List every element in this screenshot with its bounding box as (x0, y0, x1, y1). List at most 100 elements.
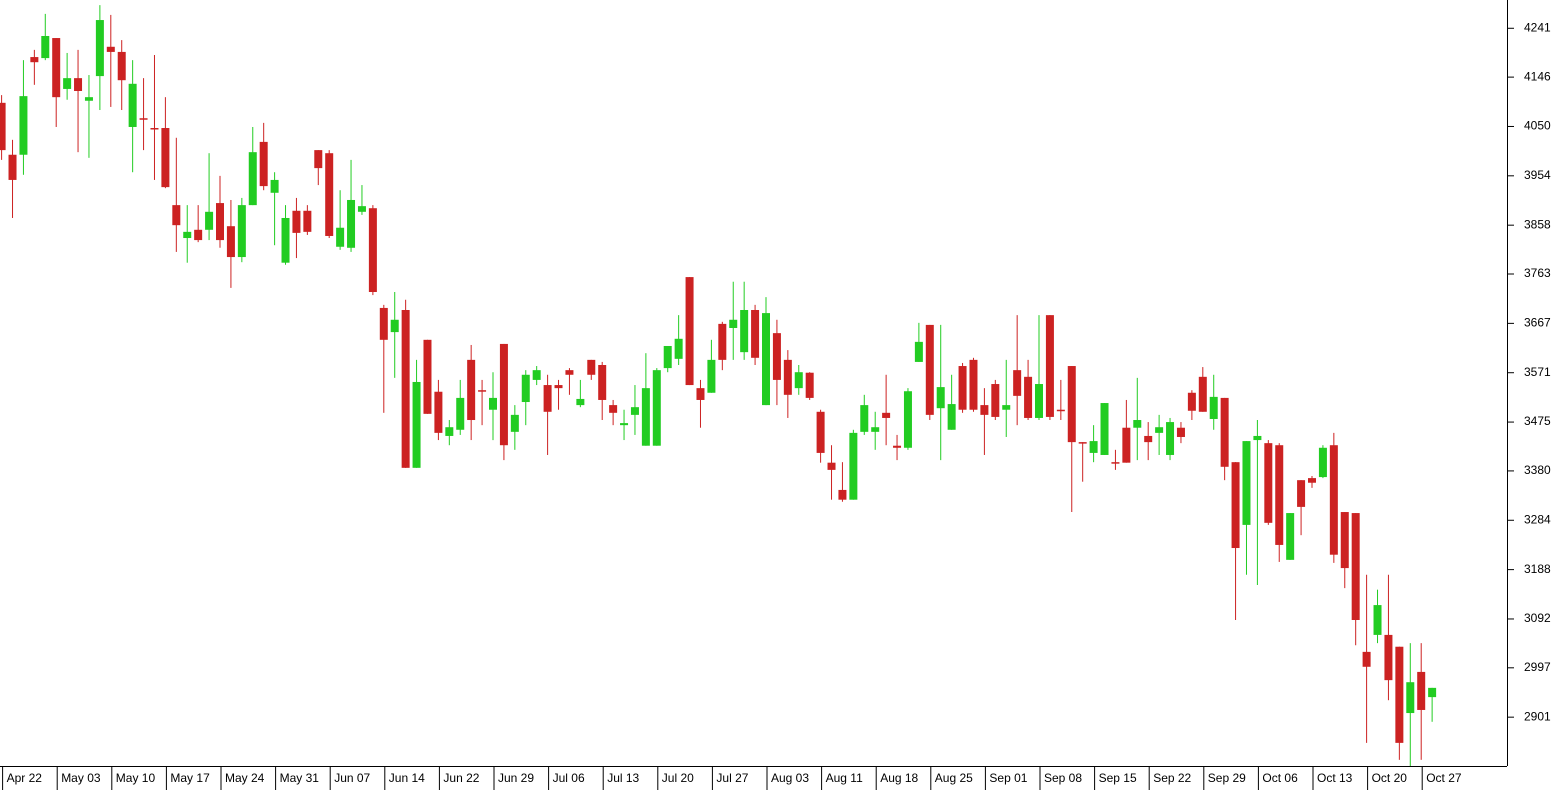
candle-body (849, 432, 858, 500)
candle-body (1089, 441, 1098, 453)
candle-body (620, 423, 629, 426)
candle-body (630, 407, 639, 415)
candle-body (1242, 441, 1251, 525)
candle-body (139, 118, 148, 120)
candle-body (216, 203, 224, 241)
y-tick-label: 3092 (1524, 611, 1551, 625)
candle-body (248, 152, 257, 206)
candle-body (434, 391, 443, 433)
x-tick-label: Aug 03 (771, 771, 809, 785)
x-tick-label: May 03 (61, 771, 101, 785)
candle-body (565, 370, 574, 375)
candle-body (1198, 376, 1207, 412)
x-tick-label: Jun 07 (334, 771, 370, 785)
x-tick-label: May 31 (280, 771, 320, 785)
y-tick-label: 2901 (1524, 709, 1551, 723)
candle-body (368, 208, 377, 293)
candle-body (30, 57, 39, 63)
y-tick-label: 3571 (1524, 365, 1551, 379)
y-tick-label: 3475 (1524, 414, 1551, 428)
candle-body (314, 150, 323, 169)
candle-body (52, 38, 61, 98)
candle-body (882, 412, 891, 418)
candle-body (161, 128, 170, 188)
candle-body (1373, 605, 1382, 635)
candle-body (751, 309, 760, 358)
x-tick-label: Sep 15 (1099, 771, 1137, 785)
candle-body (8, 154, 17, 180)
candle-body (598, 365, 607, 400)
candle-body (609, 405, 618, 413)
candle-body (325, 153, 334, 236)
candle-body (1122, 427, 1131, 463)
y-tick-label: 3954 (1524, 168, 1551, 182)
candle-body (1209, 396, 1218, 419)
candle-body (674, 338, 683, 359)
y-tick-label: 3667 (1524, 316, 1551, 330)
candle-body (1144, 435, 1153, 443)
y-tick-label: 4146 (1524, 69, 1551, 83)
candle-body (489, 397, 497, 410)
candle-body (663, 345, 672, 369)
candle-body (543, 385, 552, 412)
candle-body (576, 398, 585, 406)
candle-body (510, 414, 519, 432)
x-tick-label: Jul 20 (662, 771, 694, 785)
candle-body (1002, 405, 1011, 410)
candle-body (893, 445, 902, 448)
candle-body (1056, 409, 1065, 412)
candle-body (259, 141, 268, 187)
candle-body (237, 205, 246, 258)
candle-body (838, 489, 847, 500)
candle-body (205, 211, 214, 230)
candle-body (925, 324, 934, 415)
candle-body (390, 319, 399, 333)
candle-body (84, 97, 93, 101)
x-tick-label: Jul 06 (553, 771, 585, 785)
x-tick-label: Aug 25 (935, 771, 973, 785)
x-tick-label: Aug 18 (880, 771, 918, 785)
candle-body (194, 229, 203, 241)
candle-body (423, 339, 432, 414)
x-tick-label: May 24 (225, 771, 265, 785)
candle-body (532, 370, 541, 380)
candle-body (445, 427, 454, 436)
x-tick-label: Sep 08 (1044, 771, 1082, 785)
candle-body (1024, 376, 1033, 418)
candle-body (903, 391, 912, 448)
candle-body (827, 462, 836, 470)
candle-body (1318, 447, 1327, 478)
candle-body (292, 210, 301, 233)
candle-body (958, 366, 967, 410)
candle-body (499, 343, 508, 446)
candle-body (991, 384, 1000, 417)
candle-body (1133, 420, 1142, 428)
candle-body (1308, 478, 1316, 483)
candle-body (1253, 435, 1262, 441)
candle-body (1111, 462, 1120, 464)
candle-body (794, 372, 803, 389)
candle-body (172, 205, 181, 226)
y-tick-label: 2997 (1524, 660, 1551, 674)
candle-body (947, 404, 956, 430)
candle-body (729, 319, 738, 328)
candle-body (95, 20, 104, 77)
candle-body (336, 227, 345, 247)
candle-body (707, 359, 716, 393)
y-tick-label: 3284 (1524, 512, 1551, 526)
candle-body (74, 78, 83, 91)
candle-body (1166, 422, 1175, 455)
candle-body (783, 359, 792, 395)
y-tick-label: 3188 (1524, 562, 1551, 576)
candle-body (1329, 445, 1338, 555)
x-tick-label: Jul 13 (607, 771, 639, 785)
candle-body (1406, 682, 1415, 714)
candle-body (1231, 462, 1240, 549)
candle-body (1155, 427, 1164, 433)
candle-body (980, 405, 989, 415)
candle-body (1100, 403, 1109, 455)
candle-body (1351, 513, 1360, 620)
candle-body (969, 359, 978, 410)
